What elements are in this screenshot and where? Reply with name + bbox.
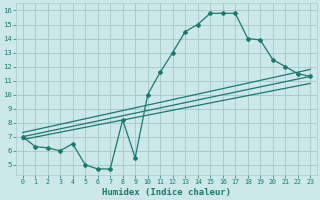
- X-axis label: Humidex (Indice chaleur): Humidex (Indice chaleur): [102, 188, 231, 197]
